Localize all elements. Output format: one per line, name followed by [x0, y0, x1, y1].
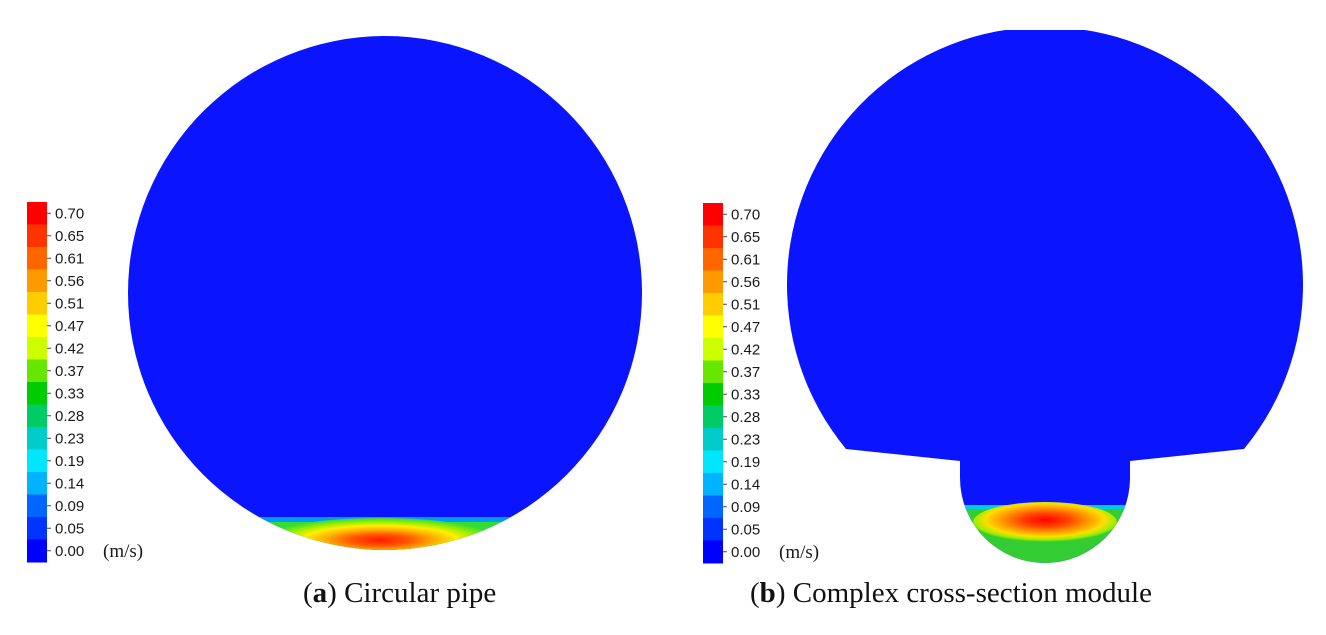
- caption-b-text: Complex cross-section module: [792, 577, 1152, 609]
- colorbar-b-swatch: [703, 315, 723, 339]
- colorbar-a-swatch: [27, 247, 47, 270]
- colorbar-a-tick-label: 0.09: [55, 498, 84, 515]
- colorbar-b-swatch: [703, 360, 723, 384]
- colorbar-a-tick-label: 0.33: [55, 385, 84, 402]
- colorbar-a-swatch: [27, 404, 47, 428]
- panel-b-contour: [786, 30, 1303, 563]
- colorbar-a-swatch: [27, 472, 47, 495]
- colorbar-a-swatch: [27, 494, 47, 518]
- colorbar-b-tick-label: 0.70: [731, 206, 760, 223]
- colorbar-b-tick-label: 0.51: [731, 296, 760, 313]
- panel-a-contour: [128, 36, 642, 550]
- caption-a: (a) Circular pipe: [303, 577, 497, 609]
- colorbar-a-tick-label: 0.42: [55, 340, 84, 357]
- colorbar-b-unit: (m/s): [779, 542, 819, 563]
- colorbar-a-tick-label: 0.37: [55, 363, 84, 380]
- colorbar-a-swatch: [27, 292, 47, 315]
- colorbar-a-tick-label: 0.51: [55, 295, 84, 312]
- colorbar-b-swatch: [703, 495, 723, 519]
- colorbar-b-tick-label: 0.14: [731, 476, 760, 493]
- colorbar-b-tick-label: 0.33: [731, 386, 760, 403]
- colorbar-a-tick-label: 0.14: [55, 475, 84, 492]
- colorbar-b-swatch: [703, 338, 723, 361]
- colorbar-b-tick-label: 0.61: [731, 251, 760, 268]
- caption-b: (b) Complex cross-section module: [750, 577, 1152, 609]
- colorbar-b-swatch: [703, 203, 723, 226]
- colorbar-a-tick-label: 0.05: [55, 520, 84, 537]
- colorbar-b-swatch: [703, 405, 723, 429]
- colorbar-a-tick-label: 0.19: [55, 453, 84, 470]
- colorbar-a-swatch: [27, 449, 47, 473]
- colorbar-a-swatch: [27, 337, 47, 360]
- colorbar-a-tick-label: 0.61: [55, 250, 84, 267]
- colorbar-b-tick-label: 0.19: [731, 454, 760, 471]
- colorbar-a: 0.70 0.65 0.61 0.56 0.51 0.47 0.42 0.37 0.33 0.28…: [27, 202, 143, 563]
- colorbar-a-tick-label: 0.65: [55, 228, 84, 245]
- colorbar-b-tick-label: 0.28: [731, 409, 760, 426]
- colorbar-a-tick-label: 0.23: [55, 430, 84, 447]
- colorbar-a-swatch: [27, 224, 47, 248]
- colorbar-b-swatch: [703, 428, 723, 451]
- colorbar-a-tick-label: 0.70: [55, 205, 84, 222]
- colorbar-b-tick-label: 0.47: [731, 319, 760, 336]
- colorbar-b-tick-label: 0.56: [731, 274, 760, 291]
- colorbar-b-swatch: [703, 225, 723, 249]
- colorbar-b: 0.70 0.65 0.61 0.56 0.51 0.47 0.42 0.37 0.33 0.28…: [703, 203, 819, 564]
- colorbar-a-swatch: [27, 382, 47, 405]
- colorbar-b-swatch: [703, 540, 723, 564]
- caption-a-letter: a: [312, 577, 328, 609]
- colorbar-b-swatch: [703, 248, 723, 271]
- colorbar-a-tick-label: 0.00: [55, 543, 84, 560]
- colorbar-b-tick-label: 0.65: [731, 229, 760, 246]
- colorbar-b-swatch: [703, 270, 723, 294]
- colorbar-a-tick-label: 0.56: [55, 273, 84, 290]
- colorbar-a-swatch: [27, 314, 47, 338]
- colorbar-a-swatch: [27, 517, 47, 540]
- colorbar-b-tick-label: 0.23: [731, 431, 760, 448]
- colorbar-b-tick-label: 0.05: [731, 521, 760, 538]
- colorbar-b-swatch: [703, 473, 723, 496]
- colorbar-a-swatch: [27, 539, 47, 563]
- caption-a-text: Circular pipe: [344, 577, 497, 609]
- colorbar-a-swatch: [27, 427, 47, 450]
- colorbar-a-unit: (m/s): [103, 541, 143, 562]
- colorbar-a-swatch: [27, 359, 47, 383]
- colorbar-a-tick-label: 0.28: [55, 408, 84, 425]
- colorbar-b-tick-label: 0.09: [731, 499, 760, 516]
- panel-a-hot-core: [262, 518, 498, 550]
- panel-b-hot-core: [973, 502, 1117, 542]
- colorbar-a-swatch: [27, 269, 47, 293]
- colorbar-a-tick-label: 0.47: [55, 318, 84, 335]
- colorbar-b-tick-label: 0.42: [731, 341, 760, 358]
- colorbar-b-tick-label: 0.00: [731, 544, 760, 561]
- caption-b-letter: b: [759, 577, 776, 609]
- colorbar-a-swatch: [27, 202, 47, 225]
- colorbar-b-swatch: [703, 293, 723, 316]
- colorbar-b-swatch: [703, 450, 723, 474]
- colorbar-b-tick-label: 0.37: [731, 364, 760, 381]
- colorbar-b-swatch: [703, 383, 723, 406]
- colorbar-b-swatch: [703, 518, 723, 541]
